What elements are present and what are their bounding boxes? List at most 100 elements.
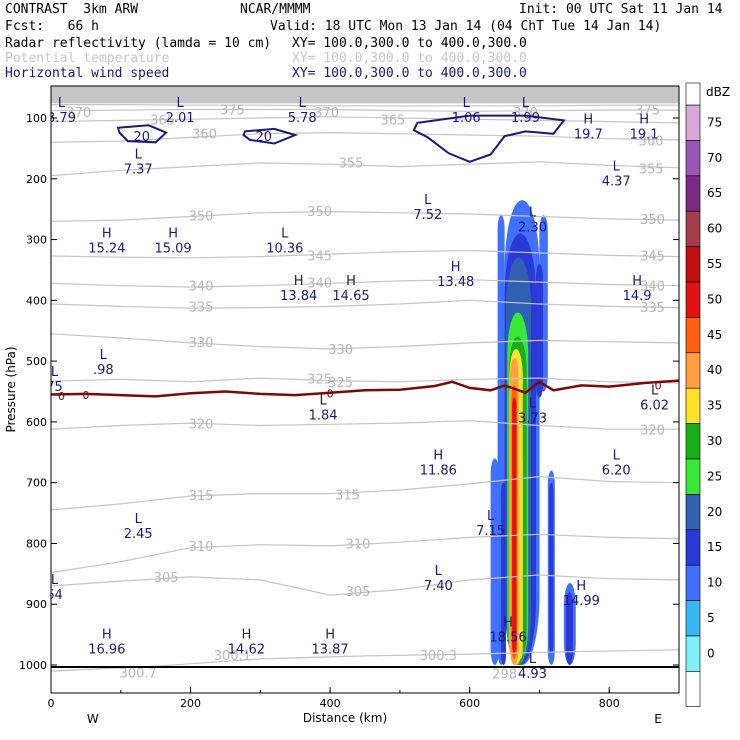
extremum-high-marker: H [102, 628, 112, 643]
y-tick-label: 700 [26, 477, 47, 490]
theta-label: 325 [328, 376, 353, 391]
colorbar-level-label: 45 [707, 328, 722, 342]
extremum-high-marker: H [294, 274, 304, 289]
colorbar-swatch [685, 387, 701, 424]
theta-label: 370 [314, 106, 339, 121]
theta-contour-330 [51, 333, 679, 350]
colorbar-swatch [685, 458, 701, 495]
colorbar-swatch [685, 281, 701, 318]
reflectivity-cell [536, 263, 543, 398]
y-tick-label: 500 [26, 355, 47, 368]
theta-label: 310 [189, 540, 214, 555]
theta-contour-355 [51, 161, 679, 177]
y-tick-label: 800 [26, 537, 47, 550]
extremum-high-marker: H [325, 628, 335, 643]
x-tick-label: 800 [599, 697, 620, 710]
theta-label: 360 [192, 127, 217, 142]
theta-label: 325 [307, 372, 332, 387]
freezing-level-line [51, 379, 679, 398]
x-tick-label: 0 [48, 697, 55, 710]
colorbar-swatch [685, 82, 701, 106]
colorbar-level-label: 25 [707, 469, 722, 483]
freezing-level-label: 0 [655, 379, 662, 392]
colorbar-swatch [685, 600, 701, 637]
extremum-low-marker: L [529, 397, 537, 412]
theta-contour-345 [51, 249, 679, 259]
wind-contour-layer: 20 20 [116, 114, 566, 163]
extremum-value: 5.78 [288, 111, 317, 126]
extremum-value: 19.1 [630, 127, 659, 142]
colorbar-swatch [685, 494, 701, 531]
y-tick-label: 600 [26, 416, 47, 429]
extremum-low-marker: L [58, 96, 66, 111]
theta-label: 375 [635, 104, 660, 119]
wind-contour-20 [242, 127, 299, 145]
extremum-value: 64 [46, 588, 63, 603]
theta-contour-370 [51, 108, 679, 112]
y-tick-label: 100 [26, 112, 47, 125]
direction-west-label: W [87, 712, 99, 726]
theta-label: 340 [307, 276, 332, 291]
theta-label: 345 [640, 250, 665, 265]
extremum-value: 3.73 [518, 412, 547, 427]
y-tick-label: 900 [26, 598, 47, 611]
theta-contour-310 [51, 533, 679, 574]
field-reflectivity-xy: XY= 100.0,300.0 to 400.0,300.0 [292, 36, 527, 51]
field-wind-xy: XY= 100.0,300.0 to 400.0,300.0 [292, 66, 527, 81]
colorbar-level-label: 65 [707, 186, 722, 200]
valid-time: Valid: 18 UTC Mon 13 Jan 14 (04 ChT Tue … [270, 19, 662, 34]
wind-contour-label: 20 [133, 130, 150, 145]
extremum-low-marker: L [463, 96, 471, 111]
extremum-high-marker: H [503, 616, 513, 631]
colorbar-swatch [685, 423, 701, 460]
colorbar-level-label: 50 [707, 292, 722, 306]
model-title: CONTRAST 3km ARW [5, 2, 139, 17]
direction-east-label: E [654, 712, 662, 726]
extremum-value: 75 [46, 380, 63, 395]
extremum-low-marker: L [281, 227, 289, 242]
colorbar-level-label: 35 [707, 399, 722, 413]
colorbar-level-label: 15 [707, 540, 722, 554]
extremum-high-marker: H [639, 112, 649, 127]
theta-contour-350 [51, 210, 679, 222]
extremum-value: 7.52 [413, 208, 442, 223]
theta-label: 375 [220, 104, 245, 119]
reflectivity-cell [566, 592, 573, 665]
extremum-high-marker: H [583, 112, 593, 127]
theta-label: 365 [380, 113, 405, 128]
extremum-value: 1.84 [309, 409, 338, 424]
colorbar-swatch [685, 140, 701, 177]
extremum-value: 4.93 [518, 667, 547, 682]
theta-label: 315 [189, 489, 214, 504]
extremum-value: 4.37 [602, 175, 631, 190]
theta-label: 335 [640, 301, 665, 316]
colorbar-level-label: 20 [707, 505, 722, 519]
extremum-value: 2.45 [124, 527, 153, 542]
field-wind-name: Horizontal wind speed [5, 66, 170, 81]
theta-label: 320 [640, 423, 665, 438]
extremum-low-marker: L [176, 96, 184, 111]
theta-label: 330 [328, 343, 353, 358]
extremum-low-marker: L [319, 394, 327, 409]
freezing-level-layer: 0 0 0 0 [51, 379, 679, 403]
theta-label: 365 [150, 113, 175, 128]
theta-contour-320 [51, 420, 679, 430]
extremum-value: 11.86 [420, 463, 457, 478]
colorbar-swatch [685, 635, 701, 672]
extremum-high-marker: H [242, 628, 252, 643]
x-axis-label: Distance (km) [303, 711, 387, 725]
extremum-value: 13.87 [311, 643, 348, 658]
x-tick-label: 600 [459, 697, 480, 710]
theta-contour-360 [51, 131, 679, 143]
x-tick-label: 400 [320, 697, 341, 710]
theta-label: 300.7 [120, 667, 157, 682]
extremum-low-marker: L [100, 348, 108, 363]
field-theta-xy: XY= 100.0,300.0 to 400.0,300.0 [292, 51, 527, 66]
extremum-low-marker: L [435, 564, 443, 579]
extremum-value: 7.37 [124, 163, 153, 178]
extremum-low-marker: L [51, 573, 59, 588]
theta-label: 298 [492, 668, 517, 683]
extremum-value: .98 [93, 363, 114, 378]
